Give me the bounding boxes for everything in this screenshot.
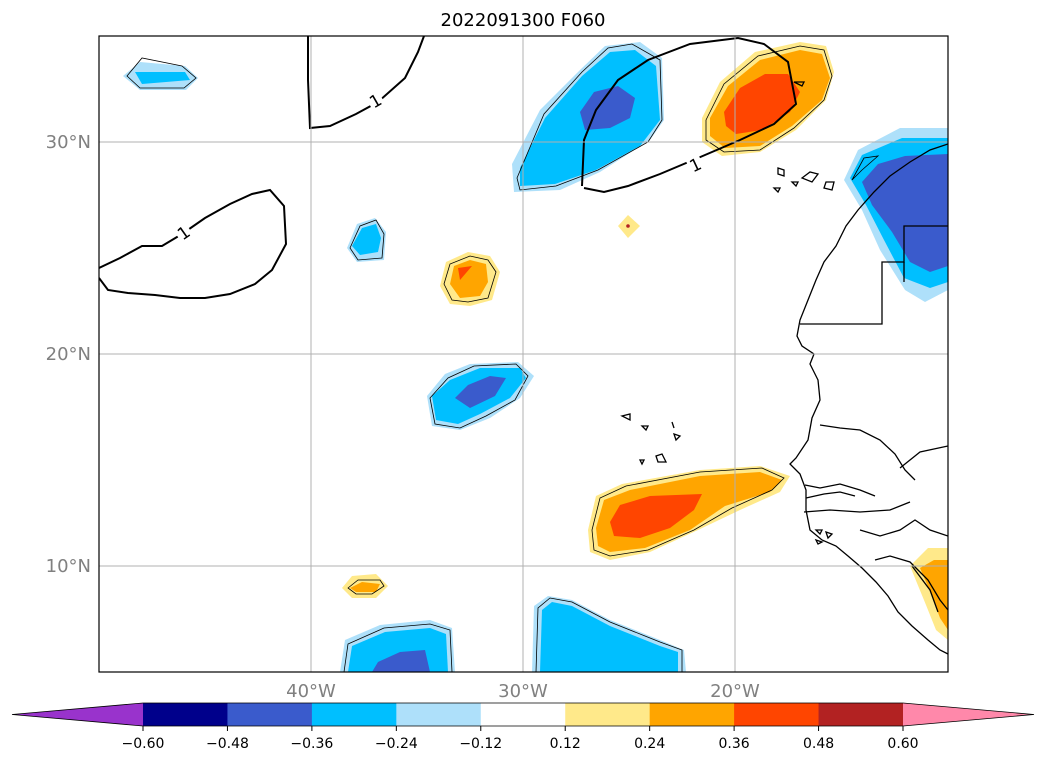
map-title: 2022091300 F060 (441, 10, 606, 31)
negative-anomaly-18n (427, 362, 534, 430)
negative-anomaly-south-central (532, 596, 686, 672)
colorbar-tick-label: 0.60 (887, 736, 918, 752)
lat-label-20n: 20°N (46, 344, 91, 365)
gridlines (99, 36, 948, 672)
contour-lines-1 (99, 36, 798, 299)
colorbar-segment (227, 703, 313, 726)
colorbar-tick-label: 0.24 (634, 736, 665, 752)
map-frame (98, 35, 949, 673)
lat-label-30n: 30°N (46, 132, 91, 153)
colorbar-segment (311, 703, 397, 726)
colorbar-tick-label: 0.48 (803, 736, 834, 752)
colorbar-extend-high (903, 703, 1034, 726)
colorbar: −0.60 −0.48 −0.36 −0.24 −0.12 0.12 0.24 0.36 0.4… (11, 702, 1035, 752)
colorbar-tick-label: −0.12 (459, 736, 502, 752)
coastlines (620, 81, 948, 655)
negative-anomaly-south-west (340, 620, 455, 672)
negative-anomaly-north-central (512, 42, 664, 192)
negative-anomaly-nw-small (123, 62, 198, 90)
colorbar-segment (143, 703, 228, 726)
colorbar-tick-label: −0.48 (206, 736, 249, 752)
colorbar-segment (396, 703, 482, 726)
map-area: 1 1 1 (99, 36, 948, 672)
colorbar-segment (480, 703, 566, 726)
negative-anomaly-west-26n (347, 218, 386, 262)
colorbar-segment (818, 703, 904, 726)
colorbar-tick-label: −0.36 (290, 736, 333, 752)
colorbar-tick-label: 0.12 (550, 736, 581, 752)
colorbar-tick-label: −0.60 (122, 736, 165, 752)
lon-label-30w: 30°W (498, 681, 548, 702)
colorbar-segment (734, 703, 820, 726)
lat-label-10n: 10°N (46, 556, 91, 577)
colorbar-segment (565, 703, 651, 726)
lon-label-20w: 20°W (710, 681, 760, 702)
colorbar-segment (649, 703, 735, 726)
negative-anomaly-northeast (844, 128, 948, 302)
colorbar-tick-label: −0.24 (375, 736, 418, 752)
positive-anomaly-23n (440, 252, 500, 306)
lon-label-40w: 40°W (286, 681, 336, 702)
colorbar-extend-low (12, 703, 143, 726)
colorbar-tick-label: 0.36 (719, 736, 750, 752)
anomaly-outlines (126, 43, 880, 672)
